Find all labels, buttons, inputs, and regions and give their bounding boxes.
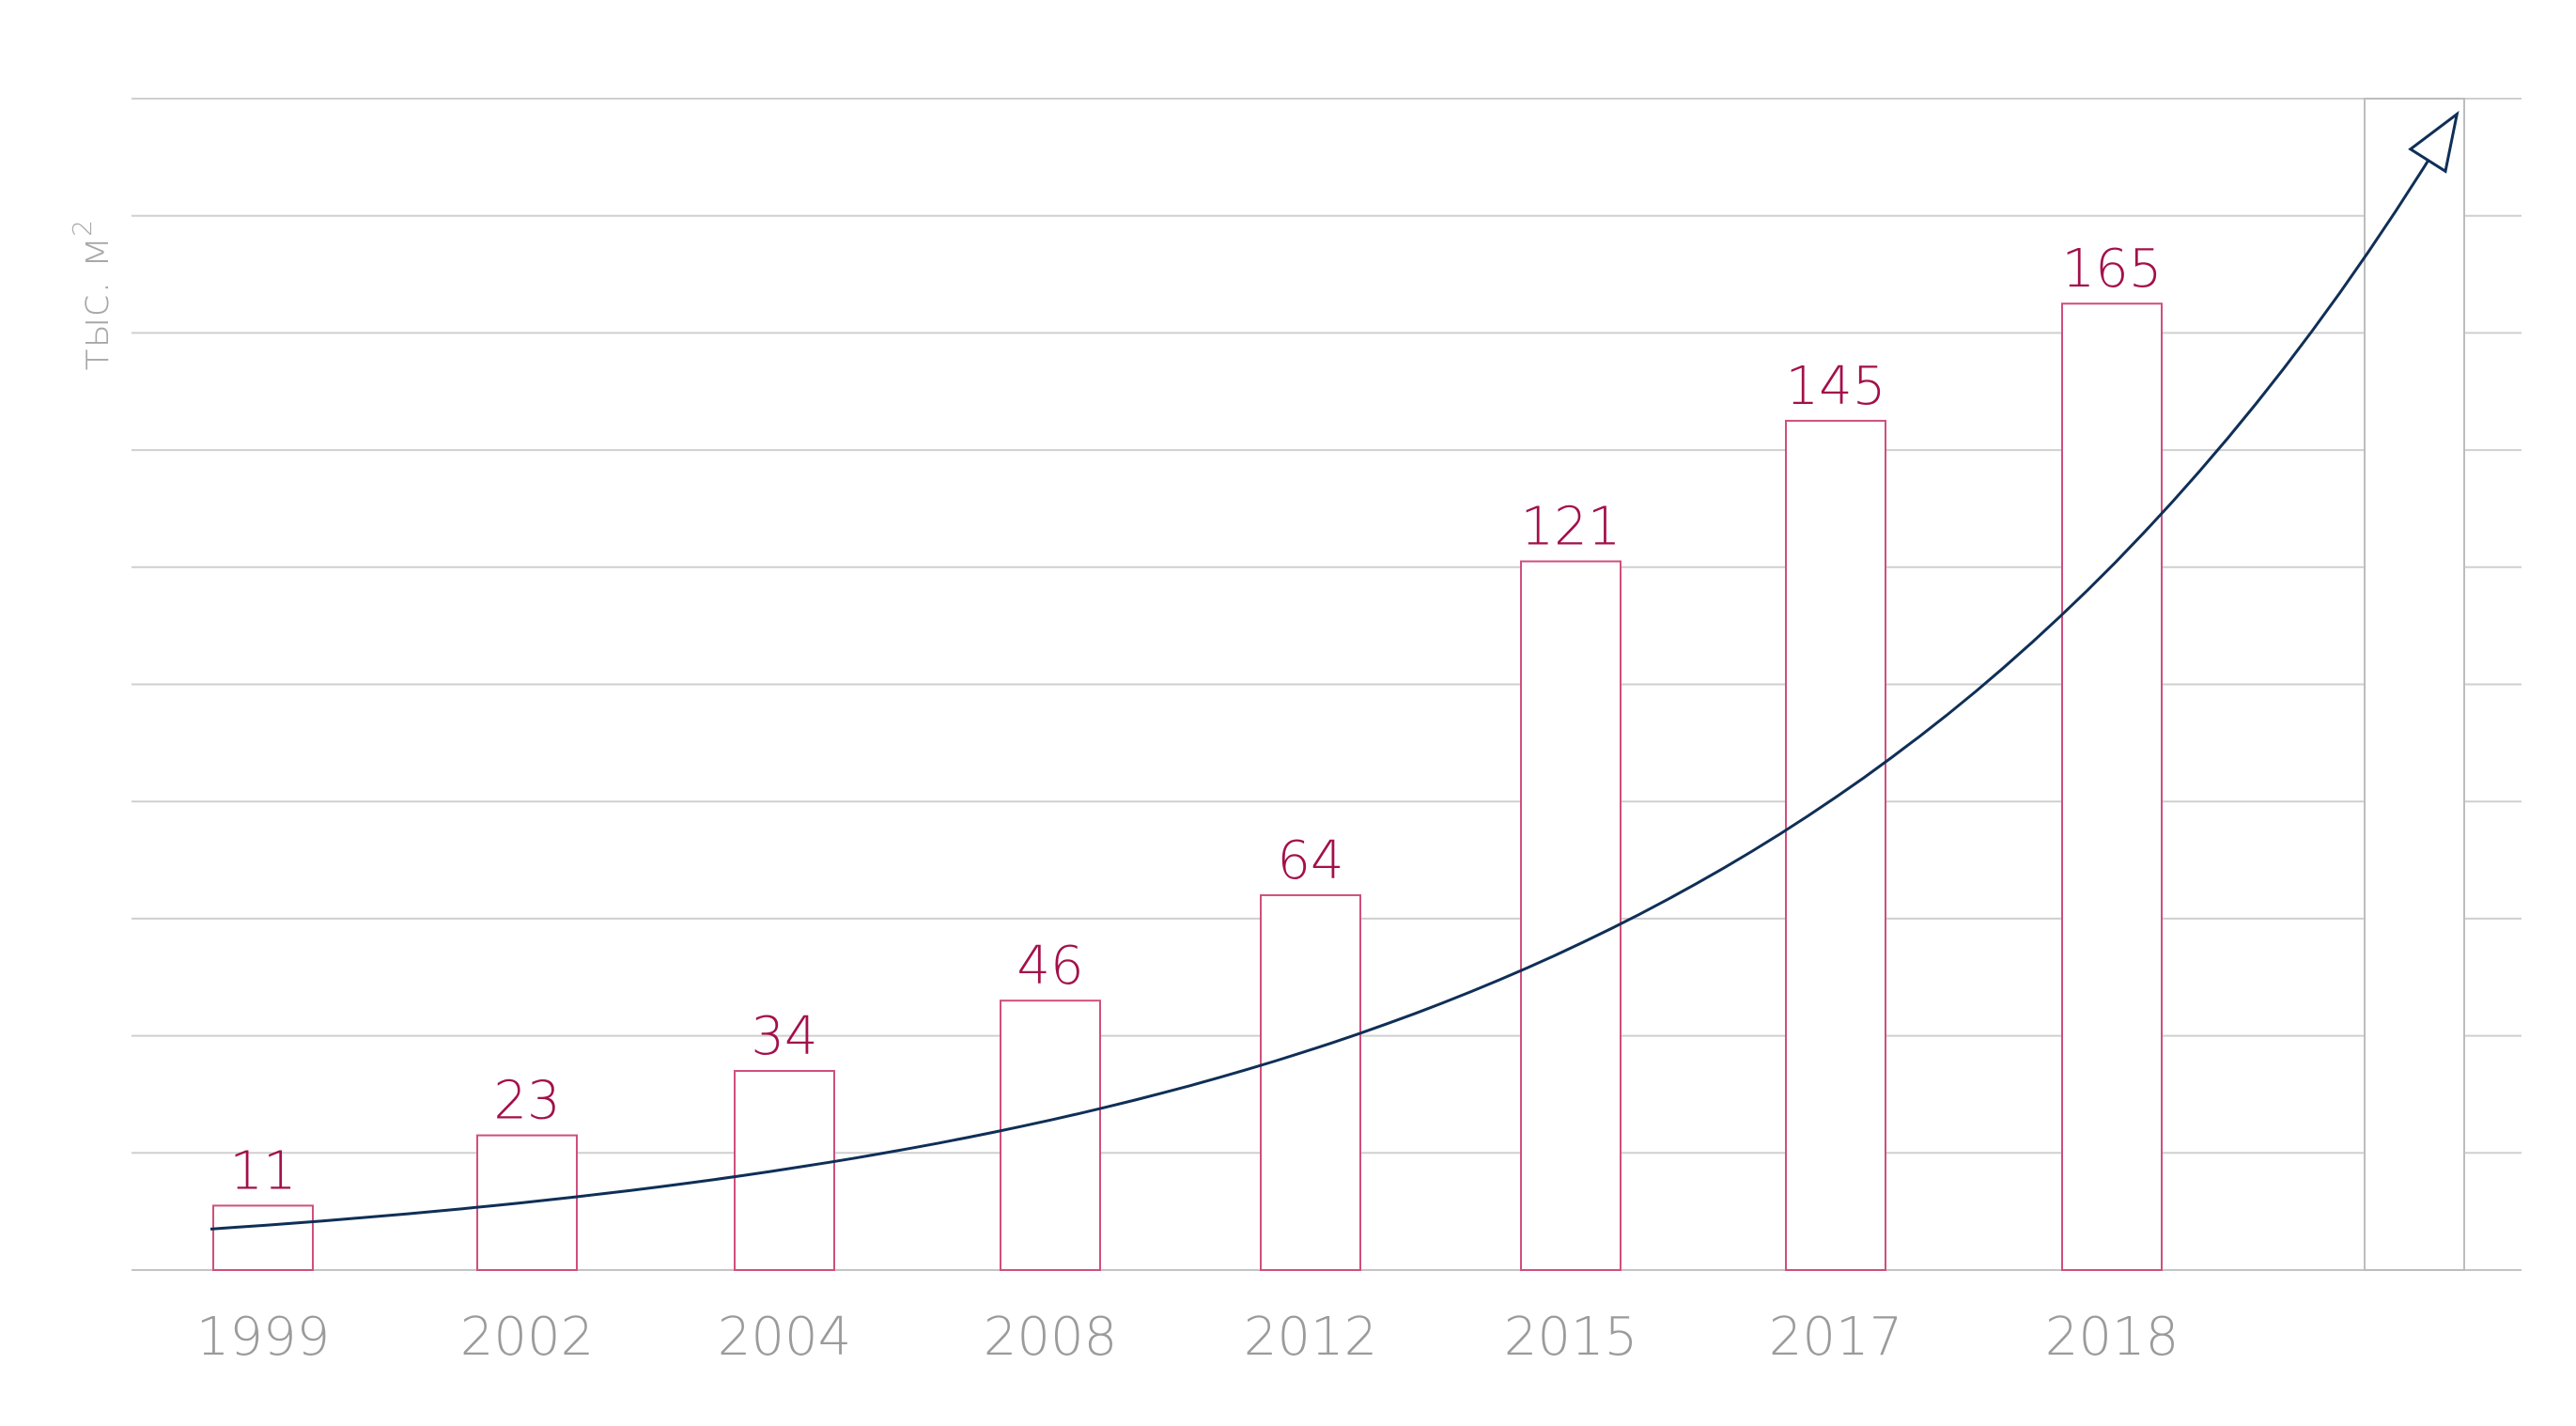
trend-line [209, 121, 2454, 1231]
x-tick-label-1999: 1999 [196, 1307, 331, 1368]
y-axis-label-text: тыс. м [70, 237, 118, 371]
x-tick-label-2015: 2015 [1504, 1307, 1638, 1368]
value-label-2018: 165 [2062, 239, 2163, 300]
bar-2008 [1000, 1000, 1101, 1271]
value-label-2015: 121 [1521, 497, 1622, 558]
x-tick-label-2018: 2018 [2045, 1307, 2180, 1368]
x-tick-label-2004: 2004 [718, 1307, 852, 1368]
value-label-2008: 46 [1016, 936, 1083, 997]
x-tick-label-2012: 2012 [1244, 1307, 1378, 1368]
value-label-2002: 23 [493, 1071, 560, 1132]
value-label-2017: 145 [1786, 356, 1886, 417]
bars-layer [212, 98, 2465, 1272]
bar-2015 [1520, 560, 1622, 1271]
x-tick-label-2002: 2002 [460, 1307, 595, 1368]
x-tick-label-2008: 2008 [984, 1307, 1118, 1368]
bar-2017 [1785, 419, 1886, 1271]
trend-layer [209, 110, 2460, 1231]
value-label-1999: 11 [229, 1140, 296, 1201]
bar-1999 [212, 1204, 314, 1272]
bar-projection [2364, 98, 2465, 1271]
labels-layer: 11 1999 23 2002 34 2004 46 2008 64 2012 121 2015 145… [196, 239, 2180, 1368]
y-axis-label-superscript: 2 [67, 220, 98, 237]
bar-2012 [1260, 893, 1361, 1272]
x-tick-label-2017: 2017 [1769, 1307, 1903, 1368]
y-axis-label: тыс. м2 [67, 220, 118, 371]
bar-2018 [2061, 302, 2163, 1272]
trend-arrowhead [2408, 110, 2460, 174]
value-label-2004: 34 [751, 1006, 817, 1067]
value-label-2012: 64 [1277, 830, 1343, 891]
